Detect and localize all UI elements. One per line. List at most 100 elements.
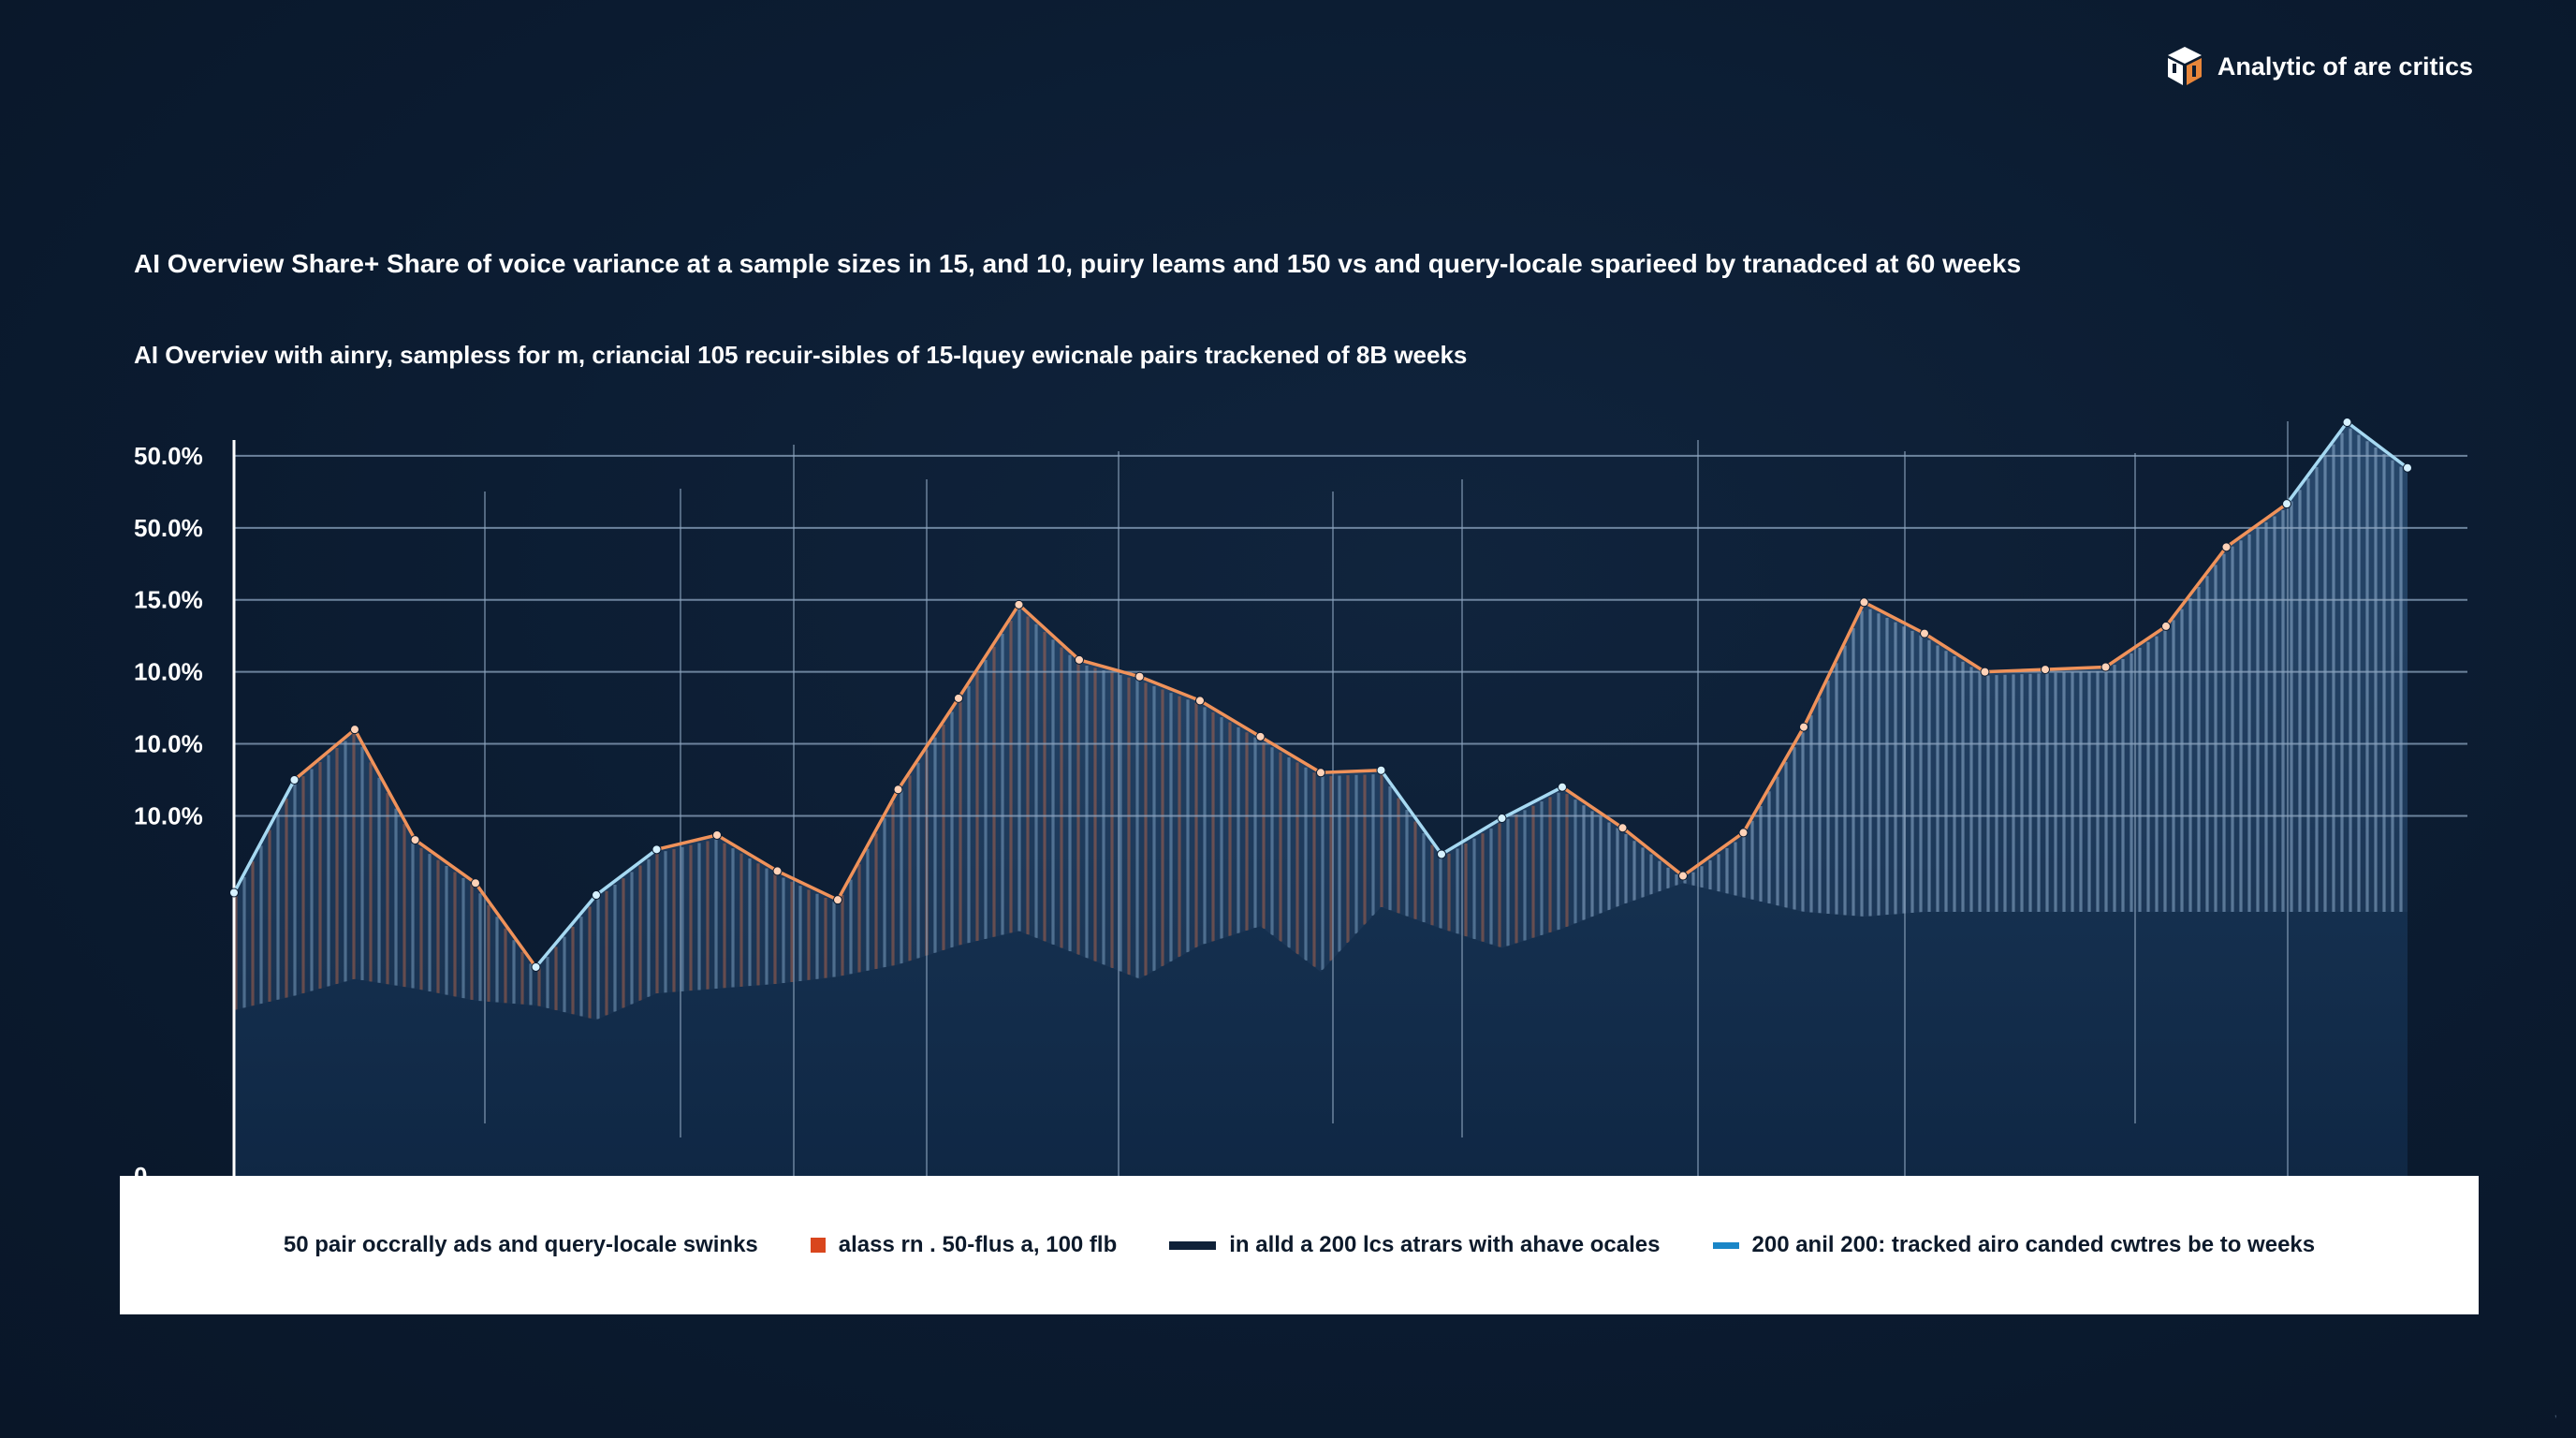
data-point [954,693,963,703]
data-point [1014,599,1024,609]
data-point [1558,782,1567,792]
data-point [2403,462,2412,473]
legend-item-2: alass rn . 50-flus a, 100 flb [810,1232,1118,1258]
data-point [2221,542,2232,552]
lower-area [234,883,2408,1176]
gridlines [234,421,2467,1176]
line-segment [654,833,719,852]
data-point [2161,621,2171,631]
line-segment [836,787,900,902]
brand: Analytic of are critics [2165,45,2473,88]
line-segment [1620,826,1685,878]
line-segment [1802,600,1866,729]
line-segment [1983,668,2047,674]
data-point [471,878,480,888]
legend-label: 200 anil 200: tracked airo canded cwtres… [1751,1232,2316,1257]
brand-name: Analytic of are critics [2217,51,2473,81]
data-point [592,890,601,901]
line-segment [2164,545,2229,628]
data-point [1920,628,1929,638]
data-point [1497,814,1507,824]
line-segment [1681,830,1746,878]
data-point [350,725,359,735]
data-point [833,895,842,905]
line-segment [232,778,297,895]
series-line [232,420,2409,969]
base-area [234,883,2408,1176]
chart-title: AI Overview Share+ Share of voice varian… [134,249,2022,278]
line-segment [2285,420,2349,506]
data-point [1376,765,1386,775]
legend-label: in alld a 200 lcs atrars with ahave ocal… [1229,1232,1661,1257]
line-segment [1862,600,1926,636]
hatch-stripes [234,428,2403,1020]
legend-label: alass rn . 50-flus a, 100 flb [838,1232,1118,1257]
legend-swatch [810,1238,826,1253]
data-point [772,866,783,876]
line-segment [775,869,840,902]
data-point [1255,731,1266,741]
line-segment [896,697,960,792]
data-point [1980,667,1990,677]
data-point [531,961,541,972]
y-tick-label: 15.0% [134,586,203,614]
y-tick-label: 10.0% [134,658,203,686]
line-segment [292,727,357,782]
line-segment [534,893,598,969]
data-point [1738,828,1749,838]
line-segment [1741,725,1806,835]
line-segment [1258,735,1323,775]
data-point [893,785,903,795]
line-segment [594,847,659,897]
data-point [2100,662,2111,672]
legend-swatch [1169,1240,1217,1250]
data-point [1134,671,1145,682]
legend-item-4: 200 anil 200: tracked airo canded cwtres… [1712,1232,2316,1258]
line-segment [1440,816,1504,857]
line-segment [413,838,477,885]
y-tick-label: 50.0% [134,514,203,542]
line-segment [1379,768,1443,857]
data-point [1617,823,1628,833]
data-point [1075,654,1084,665]
legend-item-1: 50 pair occrally ads and query-locale sw… [284,1232,758,1258]
data-point [289,775,300,785]
y-tick-label: 10.0% [134,801,203,829]
legend: 50 pair occrally ads and query-locale sw… [120,1176,2479,1314]
cube-logo-icon [2167,47,2202,85]
data-point [1678,871,1688,881]
y-tick-labels: 50.0%50.0%15.0%10.0%10.0%10.0%0 [134,442,203,1190]
data-point [1437,849,1446,859]
line-segment [474,881,538,969]
data-point [2342,418,2352,428]
line-segment [1923,631,1987,674]
data-point [1799,722,1808,732]
line-segment [1017,603,1081,662]
line-segment [1137,675,1202,703]
data-point [2041,665,2050,675]
data-point [229,888,239,898]
line-segment [1500,785,1564,820]
line-segment [1077,658,1142,679]
line-segment [1198,698,1263,739]
legend-item-3: in alld a 200 lcs atrars with ahave ocal… [1169,1232,1661,1258]
data-point [1195,696,1205,706]
data-point [1316,768,1325,778]
data-point [1859,597,1869,608]
data-point [712,829,722,840]
series-points [229,418,2412,972]
line-segment [1319,768,1383,775]
y-tick-label: 10.0% [134,730,203,758]
line-segment [2224,502,2289,550]
line-segment [715,833,780,873]
line-segment [2345,420,2409,470]
legend-swatch [1712,1241,1739,1249]
data-point [2282,499,2291,509]
line-segment [2103,624,2168,669]
data-point [651,844,662,855]
line-segment [353,727,417,842]
corner-mark: , [2554,1406,2557,1419]
legend-label: 50 pair occrally ads and query-locale sw… [283,1232,758,1257]
